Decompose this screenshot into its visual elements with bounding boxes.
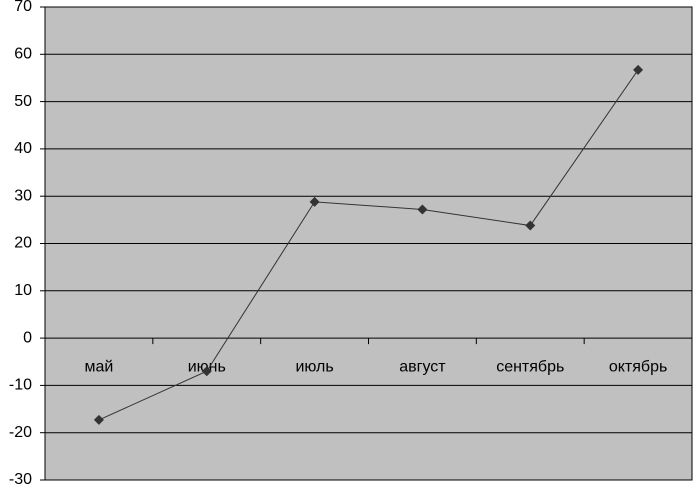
y-tick-label: -20 bbox=[9, 424, 32, 441]
y-tick-label: 10 bbox=[14, 282, 32, 299]
marker bbox=[417, 204, 428, 215]
y-tick-label: 50 bbox=[14, 93, 32, 110]
marker bbox=[201, 366, 212, 377]
y-tick-label: 60 bbox=[14, 46, 32, 63]
x-tick-label: июль bbox=[295, 358, 333, 375]
x-tick-label: май bbox=[84, 358, 113, 375]
y-tick-label: 20 bbox=[14, 235, 32, 252]
marker bbox=[525, 220, 536, 231]
y-tick-label: 40 bbox=[14, 140, 32, 157]
x-tick-label: октябрь bbox=[609, 358, 667, 375]
line bbox=[98, 69, 639, 421]
x-tick-label: август bbox=[399, 358, 446, 375]
marker bbox=[633, 64, 644, 75]
y-tick-label: 70 bbox=[14, 0, 32, 15]
y-tick-label: -30 bbox=[9, 471, 32, 488]
y-tick-label: -10 bbox=[9, 377, 32, 394]
marker bbox=[309, 196, 320, 207]
y-tick-label: 0 bbox=[23, 329, 32, 346]
y-tick-label: 30 bbox=[14, 187, 32, 204]
x-tick-label: сентябрь bbox=[496, 358, 564, 375]
marker bbox=[93, 414, 104, 425]
